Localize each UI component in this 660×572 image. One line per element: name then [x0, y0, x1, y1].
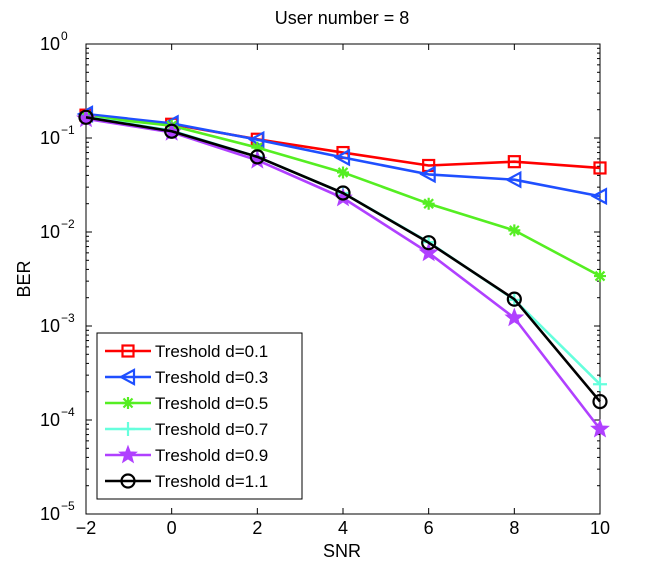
legend-label: Treshold d=0.9 — [155, 446, 268, 465]
legend-marker — [118, 444, 138, 464]
legend-entry: Treshold d=0.7 — [105, 420, 268, 439]
data-point — [593, 377, 607, 392]
legend-label: Treshold d=1.1 — [155, 472, 268, 491]
y-tick-label: 10 −4 — [40, 405, 75, 430]
y-tick-label: 10 −3 — [40, 311, 75, 336]
series-treshold-d-1-1 — [78, 109, 608, 410]
y-tick-base: 10 — [40, 316, 60, 336]
legend-label: Treshold d=0.1 — [155, 342, 268, 361]
y-tick-base: 10 — [40, 504, 60, 524]
x-tick-label: 10 — [590, 518, 610, 538]
data-point — [506, 291, 522, 307]
data-point — [337, 166, 349, 179]
legend-marker — [122, 397, 134, 409]
chart-title: User number = 8 — [275, 8, 410, 28]
data-point — [504, 307, 525, 327]
y-tick-label: 10 −5 — [40, 499, 75, 524]
x-tick-label: 0 — [167, 518, 177, 538]
y-tick-base: 10 — [40, 128, 60, 148]
data-point — [590, 187, 608, 206]
y-tick-base: 10 — [40, 34, 60, 54]
series-layer — [76, 105, 610, 438]
legend: Treshold d=0.1 Treshold d=0.3 Treshold d=0… — [96, 332, 303, 500]
data-point — [592, 393, 608, 410]
x-axis-label: SNR — [323, 541, 361, 561]
data-point — [249, 149, 265, 165]
y-tick-exponent: −1 — [61, 123, 75, 137]
y-tick-label: 10 −2 — [40, 217, 75, 242]
x-tick-label: 4 — [338, 518, 348, 538]
data-point — [335, 185, 351, 201]
data-point — [594, 270, 606, 283]
legend-entry: Treshold d=1.1 — [105, 472, 268, 491]
legend-label: Treshold d=0.7 — [155, 420, 268, 439]
legend-marker — [118, 368, 136, 386]
y-tick-label: 10 0 — [40, 29, 68, 54]
data-point — [164, 123, 180, 139]
y-tick-exponent: −2 — [61, 217, 75, 231]
y-tick-exponent: 0 — [61, 29, 68, 43]
data-point — [593, 161, 607, 175]
legend-entry: Treshold d=0.3 — [105, 368, 268, 387]
y-tick-exponent: −4 — [61, 405, 75, 419]
legend-marker — [121, 344, 135, 358]
legend-label: Treshold d=0.5 — [155, 394, 268, 413]
data-point — [422, 197, 435, 210]
y-axis-label: BER — [14, 260, 34, 297]
legend-box — [96, 332, 303, 500]
data-point — [251, 141, 264, 154]
data-point — [333, 148, 351, 167]
data-point — [419, 165, 436, 184]
legend-entry: Treshold d=0.5 — [105, 394, 268, 413]
legend-label: Treshold d=0.3 — [155, 368, 268, 387]
y-tick-label: 10 −1 — [40, 123, 75, 148]
legend-marker — [121, 422, 135, 436]
y-tick-exponent: −5 — [61, 499, 75, 513]
data-point — [507, 155, 521, 169]
data-point — [505, 170, 522, 189]
x-tick-label: 6 — [424, 518, 434, 538]
x-tick-label: −2 — [76, 518, 97, 538]
x-tick-label: 8 — [509, 518, 519, 538]
y-tick-base: 10 — [40, 410, 60, 430]
data-point — [508, 224, 521, 237]
data-point — [421, 235, 437, 251]
legend-entry: Treshold d=0.9 — [105, 444, 268, 465]
data-point — [78, 109, 94, 125]
legend-entry: Treshold d=0.1 — [105, 342, 268, 361]
x-tick-label: 2 — [252, 518, 262, 538]
y-tick-base: 10 — [40, 222, 60, 242]
legend-marker — [120, 473, 136, 489]
data-point — [418, 242, 439, 262]
data-point — [590, 418, 610, 438]
series-line — [85, 116, 601, 403]
y-tick-exponent: −3 — [61, 311, 75, 325]
